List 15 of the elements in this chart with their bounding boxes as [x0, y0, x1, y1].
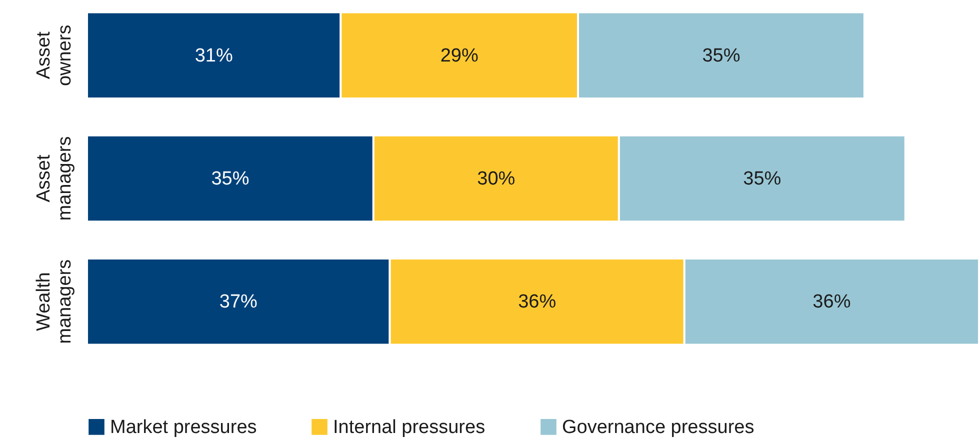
data-label: 35%: [211, 168, 250, 190]
data-label: 37%: [219, 292, 258, 313]
data-label: 36%: [812, 292, 851, 313]
legend-label: Governance pressures: [562, 416, 754, 438]
y-tick-label: Asset owners: [34, 24, 76, 86]
data-label: 35%: [702, 45, 740, 66]
data-label: 30%: [477, 168, 516, 190]
legend-label: Market pressures: [110, 416, 257, 438]
data-label: 31%: [194, 45, 233, 66]
data-label: 35%: [743, 168, 782, 190]
y-tick-label: Wealth managers: [34, 259, 76, 344]
legend-label: Internal pressures: [333, 416, 486, 438]
data-label: 36%: [518, 292, 556, 313]
y-tick-label: Asset managers: [34, 136, 76, 221]
data-label: 29%: [440, 45, 478, 66]
